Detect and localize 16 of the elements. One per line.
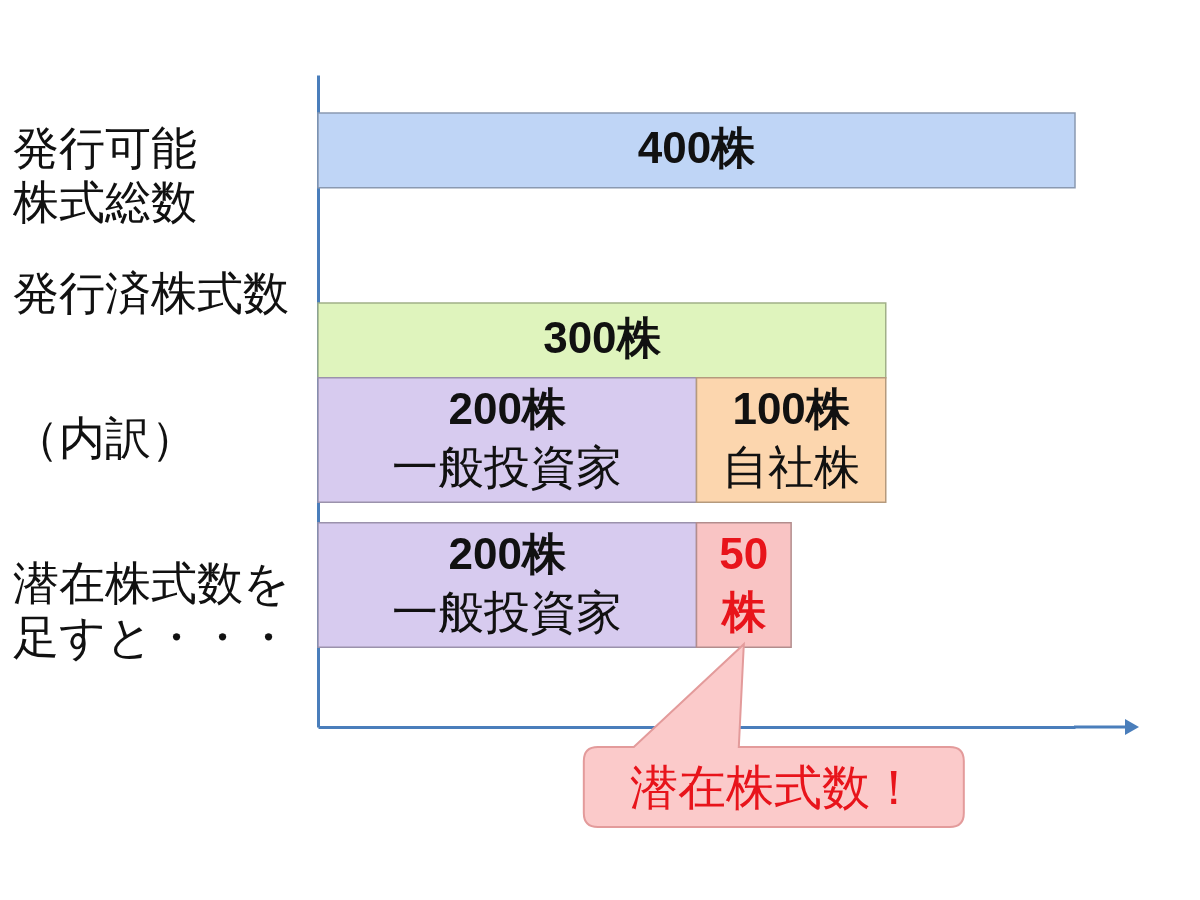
data-label: 200株 [448, 528, 567, 578]
data-label: 400株 [637, 123, 757, 173]
data-label: 100株 [732, 384, 851, 434]
bar [317, 302, 887, 379]
y-tick-label: （内訳） [12, 412, 197, 465]
data-label: 300株 [543, 313, 662, 363]
series-label: 自社株 [722, 441, 861, 494]
y-tick-label: 発行済株式数 [12, 267, 289, 320]
data-label: 50株 [719, 528, 769, 636]
text: 一般投資家 [392, 441, 623, 494]
data-label: 200株 [448, 384, 567, 434]
y-tick-label: 発行可能株式総数 [11, 122, 197, 229]
series-label: 一般投資家 [392, 585, 623, 638]
text: 潜在株式数！ [629, 760, 918, 814]
bar [317, 112, 1076, 189]
y-tick-label: 潜在株式数を足すと・・・ [12, 556, 291, 663]
